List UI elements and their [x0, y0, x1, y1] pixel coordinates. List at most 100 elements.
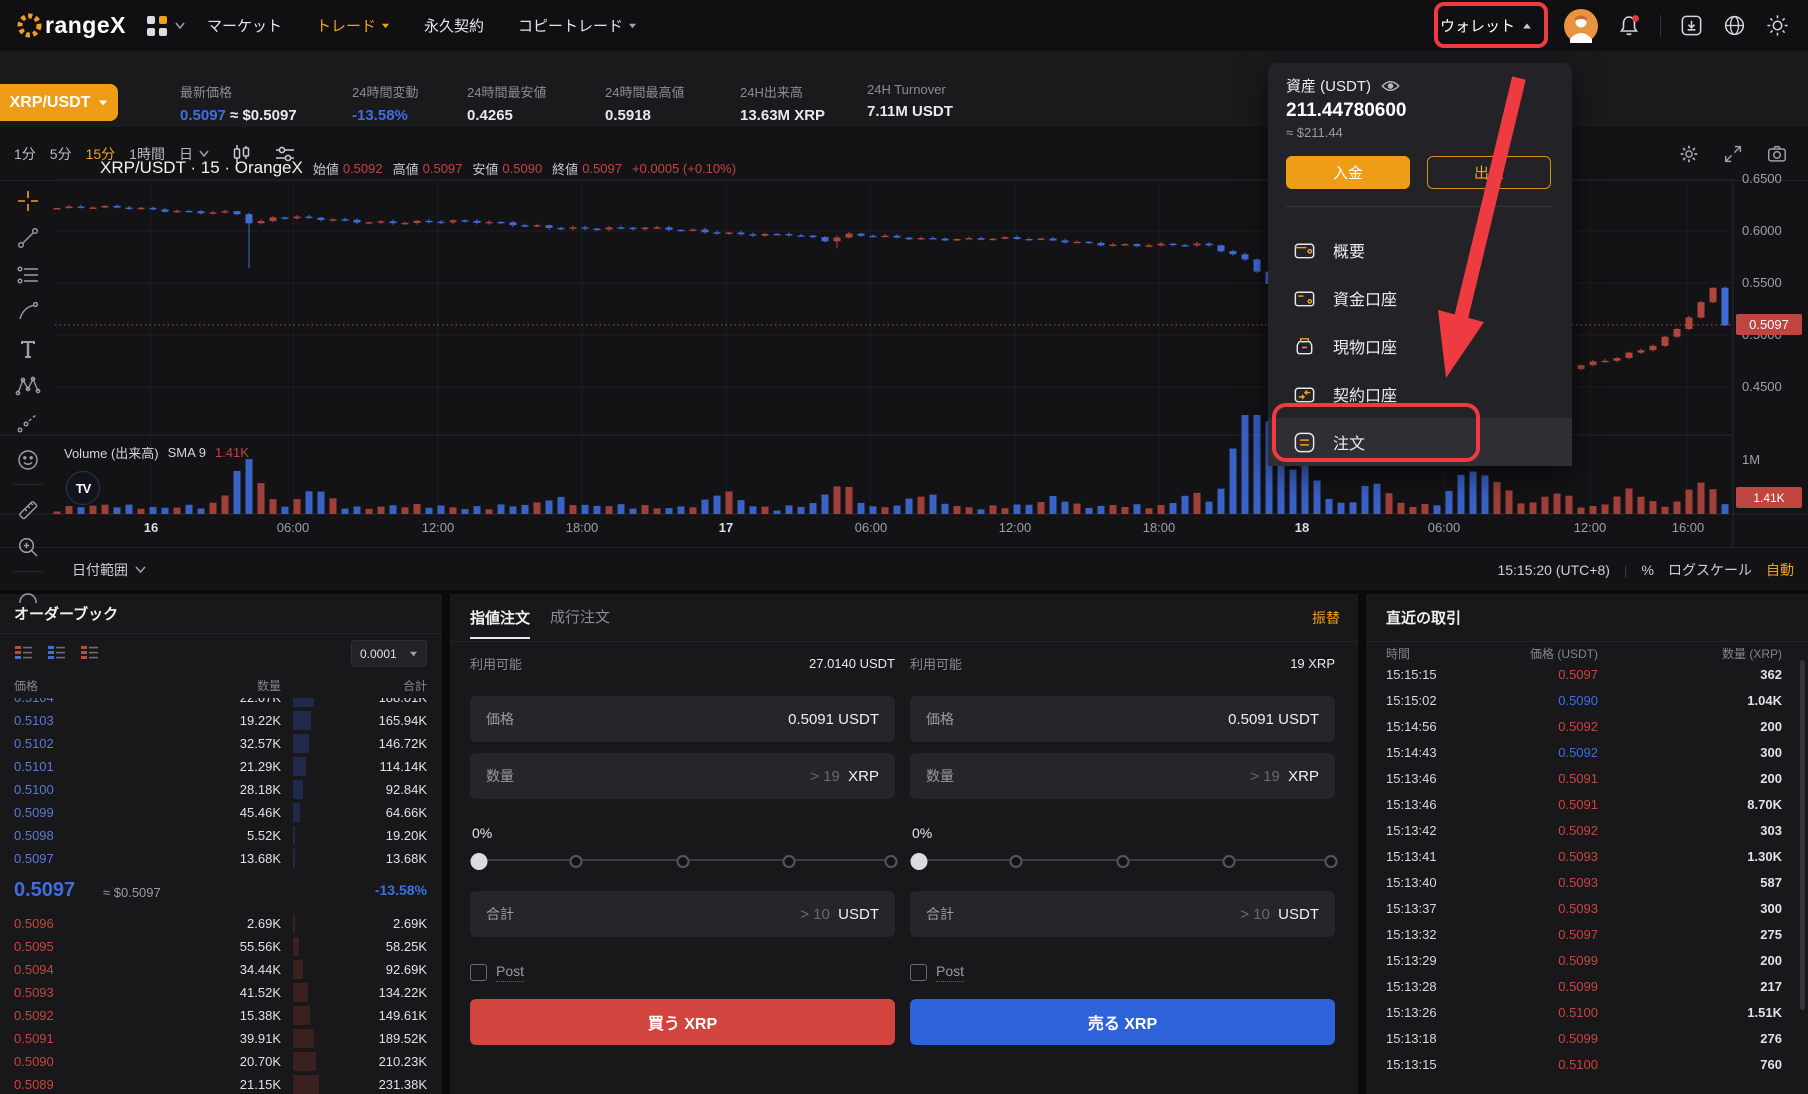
- buy-total-input[interactable]: 合計 > 10 USDT: [470, 891, 895, 937]
- order-book-ask-row[interactable]: 0.5101 21.29K 114.14K: [14, 757, 427, 776]
- download-app-icon[interactable]: [1679, 13, 1704, 38]
- magnet-partial-icon[interactable]: [15, 578, 41, 615]
- emoji-icon[interactable]: [15, 441, 41, 478]
- date-range-button[interactable]: 日付範囲: [72, 560, 146, 580]
- tab-market-order[interactable]: 成行注文: [550, 609, 611, 626]
- trade-row[interactable]: 15:13:46 0.5091 200: [1386, 771, 1782, 786]
- sell-quantity-input[interactable]: 数量 > 19 XRP: [910, 753, 1335, 799]
- order-book-ask-row[interactable]: 0.5098 5.52K 19.20K: [14, 826, 427, 845]
- timeframe-1分[interactable]: 1分: [14, 145, 36, 162]
- sell-submit-button[interactable]: 売る XRP: [910, 999, 1335, 1045]
- slider-handle[interactable]: [910, 853, 927, 870]
- indicators-icon[interactable]: [273, 142, 297, 166]
- book-view-asks-icon[interactable]: [47, 644, 66, 663]
- wallet-menu-item-0[interactable]: 概要: [1268, 226, 1572, 274]
- order-book-ask-row[interactable]: 0.5099 45.46K 64.66K: [14, 803, 427, 822]
- withdraw-button[interactable]: 出金: [1427, 156, 1551, 189]
- crosshair-icon[interactable]: [15, 182, 41, 219]
- forecast-icon[interactable]: [15, 404, 41, 441]
- deposit-button[interactable]: 入金: [1286, 156, 1410, 189]
- orangex-logo[interactable]: rangeX: [16, 12, 126, 39]
- timeframe-日[interactable]: 日: [178, 145, 193, 162]
- trade-row[interactable]: 15:13:28 0.5099 217: [1386, 979, 1782, 994]
- buy-submit-button[interactable]: 買う XRP: [470, 999, 895, 1045]
- nav-item-3[interactable]: コピートレード: [518, 15, 637, 36]
- tick-size-select[interactable]: 0.0001: [351, 640, 427, 667]
- language-globe-icon[interactable]: [1722, 13, 1747, 38]
- trade-row[interactable]: 15:13:26 0.5100 1.51K: [1386, 1005, 1782, 1020]
- auto-scale-button[interactable]: 自動: [1766, 561, 1794, 578]
- trade-row[interactable]: 15:13:41 0.5093 1.30K: [1386, 849, 1782, 864]
- trend-line-icon[interactable]: [15, 219, 41, 256]
- ruler-icon[interactable]: [15, 491, 41, 528]
- wallet-menu-item-4[interactable]: 注文: [1268, 418, 1572, 466]
- trade-row[interactable]: 15:13:46 0.5091 8.70K: [1386, 797, 1782, 812]
- buy-quantity-input[interactable]: 数量 > 19 XRP: [470, 753, 895, 799]
- order-book-bid-row[interactable]: 0.5092 15.38K 149.61K: [14, 1006, 427, 1025]
- timeframe-15分[interactable]: 15分: [85, 145, 116, 162]
- trade-row[interactable]: 15:14:43 0.5092 300: [1386, 745, 1782, 760]
- zoom-in-icon[interactable]: [15, 528, 41, 565]
- fullscreen-icon[interactable]: [1722, 143, 1744, 165]
- order-book-ask-row[interactable]: 0.5103 19.22K 165.94K: [14, 711, 427, 730]
- fib-lines-icon[interactable]: [15, 256, 41, 293]
- trade-row[interactable]: 15:13:40 0.5093 587: [1386, 875, 1782, 890]
- nav-item-0[interactable]: マーケット: [206, 18, 282, 35]
- slider-handle[interactable]: [470, 853, 487, 870]
- tab-limit-order[interactable]: 指値注文: [470, 607, 531, 639]
- trade-row[interactable]: 15:15:02 0.5090 1.04K: [1386, 693, 1782, 708]
- trade-row[interactable]: 15:13:15 0.5100 760: [1386, 1057, 1782, 1072]
- chart-style-candle-icon[interactable]: [229, 142, 253, 166]
- trade-row[interactable]: 15:14:56 0.5092 200: [1386, 719, 1782, 734]
- wallet-menu-item-3[interactable]: 契約口座: [1268, 370, 1572, 418]
- trade-row[interactable]: 15:13:18 0.5099 276: [1386, 1031, 1782, 1046]
- theme-sun-icon[interactable]: [1765, 13, 1790, 38]
- apps-grid-icon[interactable]: [144, 13, 185, 39]
- trade-row[interactable]: 15:13:37 0.5093 300: [1386, 901, 1782, 916]
- order-book-ask-row[interactable]: 0.5100 28.18K 92.84K: [14, 780, 427, 799]
- wallet-menu-item-2[interactable]: 現物口座: [1268, 322, 1572, 370]
- order-book-bid-row[interactable]: 0.5089 21.15K 231.38K: [14, 1075, 427, 1094]
- timeframe-caret-icon[interactable]: [199, 150, 209, 157]
- sell-total-input[interactable]: 合計 > 10 USDT: [910, 891, 1335, 937]
- trade-row[interactable]: 15:13:29 0.5099 200: [1386, 953, 1782, 968]
- order-book-bid-row[interactable]: 0.5095 55.56K 58.25K: [14, 937, 427, 956]
- buy-price-input[interactable]: 価格 0.5091 USDT: [470, 696, 895, 742]
- order-book-ask-row[interactable]: 0.510422.07K188.01K: [0, 698, 442, 709]
- book-view-both-icon[interactable]: [14, 644, 33, 663]
- chart-settings-gear-icon[interactable]: [1678, 143, 1700, 165]
- text-tool-icon[interactable]: [15, 330, 41, 367]
- log-scale-button[interactable]: ログスケール: [1668, 561, 1752, 578]
- trade-row[interactable]: 15:13:32 0.5097 275: [1386, 927, 1782, 942]
- wallet-menu-item-1[interactable]: 資金口座: [1268, 274, 1572, 322]
- book-view-bids-icon[interactable]: [80, 644, 99, 663]
- order-book-bid-row[interactable]: 0.5094 34.44K 92.69K: [14, 960, 427, 979]
- timeframe-1時間[interactable]: 1時間: [129, 145, 165, 162]
- order-book-mid-price[interactable]: 0.5097 ≈ $0.5097 -13.58%: [14, 879, 427, 901]
- tradingview-logo[interactable]: TV: [66, 471, 100, 505]
- nav-item-1[interactable]: トレード: [316, 15, 390, 36]
- wallet-button[interactable]: ウォレット: [1426, 5, 1546, 46]
- buy-post-only-checkbox[interactable]: Post: [470, 963, 895, 982]
- order-book-bid-row[interactable]: 0.5093 41.52K 134.22K: [14, 983, 427, 1002]
- timeframe-5分[interactable]: 5分: [49, 145, 72, 162]
- order-book-bid-row[interactable]: 0.5091 39.91K 189.52K: [14, 1029, 427, 1048]
- buy-amount-slider[interactable]: [470, 853, 898, 870]
- trade-row[interactable]: 15:15:15 0.5097 362: [1386, 667, 1782, 682]
- order-book-ask-row[interactable]: 0.5097 13.68K 13.68K: [14, 849, 427, 868]
- order-book-bid-row[interactable]: 0.5096 2.69K 2.69K: [14, 914, 427, 933]
- nav-item-2[interactable]: 永久契約: [424, 18, 485, 35]
- pair-selector[interactable]: XRP/USDT: [0, 84, 118, 121]
- trade-row[interactable]: 15:13:42 0.5092 303: [1386, 823, 1782, 838]
- order-book-ask-row[interactable]: 0.5102 32.57K 146.72K: [14, 734, 427, 753]
- percent-scale-button[interactable]: %: [1641, 561, 1654, 578]
- trades-scrollbar[interactable]: [1800, 660, 1805, 1010]
- brush-icon[interactable]: [15, 293, 41, 330]
- sell-amount-slider[interactable]: [910, 853, 1338, 870]
- xabcd-pattern-icon[interactable]: [15, 367, 41, 404]
- transfer-link[interactable]: 振替: [1312, 609, 1340, 626]
- notifications-bell-icon[interactable]: [1616, 13, 1642, 39]
- avatar[interactable]: [1564, 8, 1598, 43]
- screenshot-camera-icon[interactable]: [1766, 143, 1788, 165]
- eye-icon[interactable]: [1381, 79, 1400, 93]
